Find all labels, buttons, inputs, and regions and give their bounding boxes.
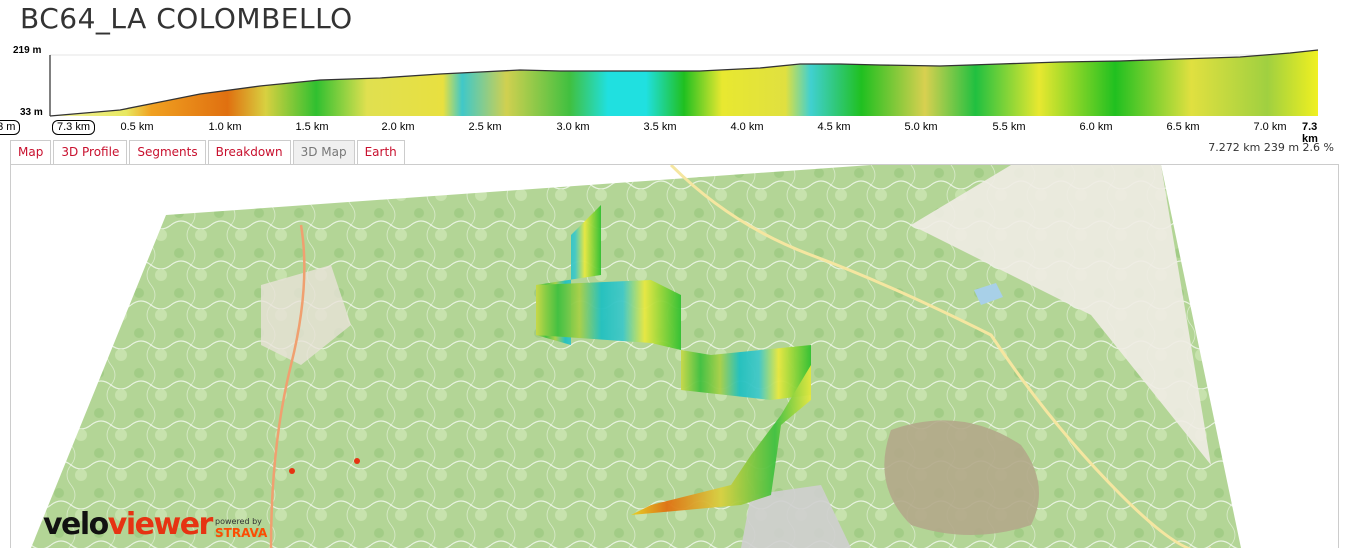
strava-text: STRAVA: [215, 526, 268, 540]
x-tick-label: 5.0 km: [904, 121, 938, 133]
poi-marker[interactable]: [354, 458, 360, 464]
x-tick-label: 4.0 km: [730, 121, 764, 133]
lake: [974, 283, 1003, 305]
strava-logo[interactable]: powered by STRAVA: [215, 517, 268, 540]
3d-map-viewport[interactable]: veloviewer powered by STRAVA: [10, 164, 1339, 548]
elevation-profile[interactable]: 219 m 33 m 33 m 7.3 km 0.5 km 1.0 km 1.5…: [0, 44, 1347, 145]
x-tick-label: 6.5 km: [1166, 121, 1200, 133]
route-wall-segment: [631, 365, 811, 515]
reserve-area: [884, 420, 1039, 535]
tab-segments[interactable]: Segments: [129, 140, 206, 164]
elevation-profile-chart[interactable]: [0, 44, 1347, 134]
x-tick-label: 3.5 km: [643, 121, 677, 133]
min-elevation-badge: 33 m: [0, 120, 21, 135]
tab-3d-map[interactable]: 3D Map: [292, 140, 355, 164]
y-axis-min-label: 33 m: [20, 107, 43, 118]
powered-by-text: powered by: [215, 517, 262, 526]
distance-badge: 7.3 km: [52, 120, 96, 135]
view-tabs: Map 3D Profile Segments Breakdown 3D Map…: [10, 140, 407, 164]
x-tick-label: 3.0 km: [556, 121, 590, 133]
elevation-area: [50, 50, 1318, 116]
x-tick-label: 6.0 km: [1079, 121, 1113, 133]
x-tick-label: 5.5 km: [992, 121, 1026, 133]
x-axis-end-label: 7.3 km: [1302, 121, 1318, 145]
plain-area: [911, 165, 1211, 465]
x-tick-label: 7.0 km: [1253, 121, 1287, 133]
x-tick-label: 1.5 km: [295, 121, 329, 133]
tab-3d-profile[interactable]: 3D Profile: [53, 140, 128, 164]
velo-viewer-logo[interactable]: veloviewer: [43, 507, 214, 542]
x-tick-label: 2.0 km: [381, 121, 415, 133]
y-axis-max-label: 219 m: [13, 45, 42, 56]
x-tick-label: 1.0 km: [208, 121, 242, 133]
main-road: [669, 165, 1211, 548]
quarry-area: [741, 485, 851, 548]
x-tick-label: 2.5 km: [468, 121, 502, 133]
tab-breakdown[interactable]: Breakdown: [207, 140, 291, 164]
start-marker[interactable]: [289, 468, 295, 474]
x-tick-label: 0.5 km: [120, 121, 154, 133]
x-tick-label: 4.5 km: [817, 121, 851, 133]
logo-velo-text: velo: [43, 507, 109, 542]
tab-earth[interactable]: Earth: [356, 140, 405, 164]
route-stats: 7.272 km 239 m 2.6 %: [1208, 141, 1334, 154]
page-title: BC64_LA COLOMBELLO: [20, 2, 353, 35]
logo-viewer-text: viewer: [107, 507, 214, 542]
3d-map-canvas[interactable]: [11, 165, 1338, 548]
route-wall-segment: [536, 280, 681, 350]
side-road: [269, 224, 306, 548]
tab-map[interactable]: Map: [10, 140, 52, 164]
route-wall-segment: [681, 345, 811, 400]
town-area: [261, 265, 351, 365]
